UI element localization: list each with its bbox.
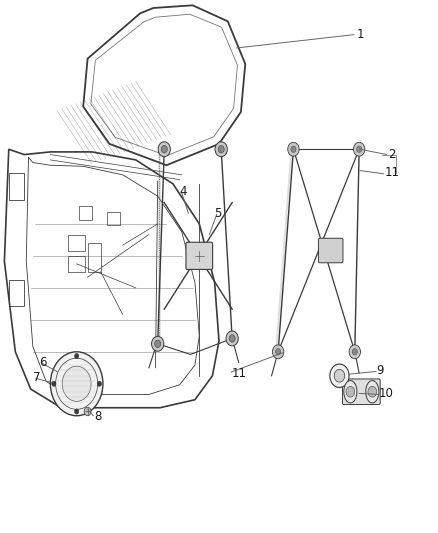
Circle shape <box>74 409 79 414</box>
Circle shape <box>152 336 164 351</box>
Circle shape <box>330 364 349 387</box>
Text: 1: 1 <box>357 28 364 41</box>
Circle shape <box>62 366 91 401</box>
FancyBboxPatch shape <box>318 238 343 263</box>
Circle shape <box>52 381 56 386</box>
Text: 2: 2 <box>388 148 395 161</box>
Text: 8: 8 <box>94 410 102 423</box>
Ellipse shape <box>344 381 357 403</box>
Text: 10: 10 <box>379 387 394 400</box>
Circle shape <box>288 142 299 156</box>
Circle shape <box>50 352 103 416</box>
Circle shape <box>346 386 355 397</box>
Circle shape <box>215 142 227 157</box>
Circle shape <box>353 142 365 156</box>
Circle shape <box>161 146 167 153</box>
FancyBboxPatch shape <box>186 242 213 270</box>
Circle shape <box>74 353 79 359</box>
Circle shape <box>276 349 281 355</box>
Circle shape <box>158 142 170 157</box>
Circle shape <box>357 146 362 152</box>
Text: 9: 9 <box>377 364 384 377</box>
Circle shape <box>218 146 224 153</box>
Circle shape <box>352 349 357 355</box>
Text: 7: 7 <box>33 371 40 384</box>
Circle shape <box>226 331 238 346</box>
Text: 6: 6 <box>39 356 47 369</box>
Circle shape <box>368 386 377 397</box>
Ellipse shape <box>366 381 379 403</box>
Circle shape <box>84 407 91 416</box>
Circle shape <box>349 345 360 359</box>
Circle shape <box>334 369 345 382</box>
Text: 11: 11 <box>232 367 247 379</box>
Circle shape <box>291 146 296 152</box>
Text: 4: 4 <box>180 185 187 198</box>
Circle shape <box>272 345 284 359</box>
Circle shape <box>229 335 235 342</box>
Text: 5: 5 <box>215 207 222 220</box>
FancyBboxPatch shape <box>343 379 380 405</box>
Circle shape <box>155 340 161 348</box>
Text: 11: 11 <box>385 166 399 179</box>
Circle shape <box>97 381 102 386</box>
